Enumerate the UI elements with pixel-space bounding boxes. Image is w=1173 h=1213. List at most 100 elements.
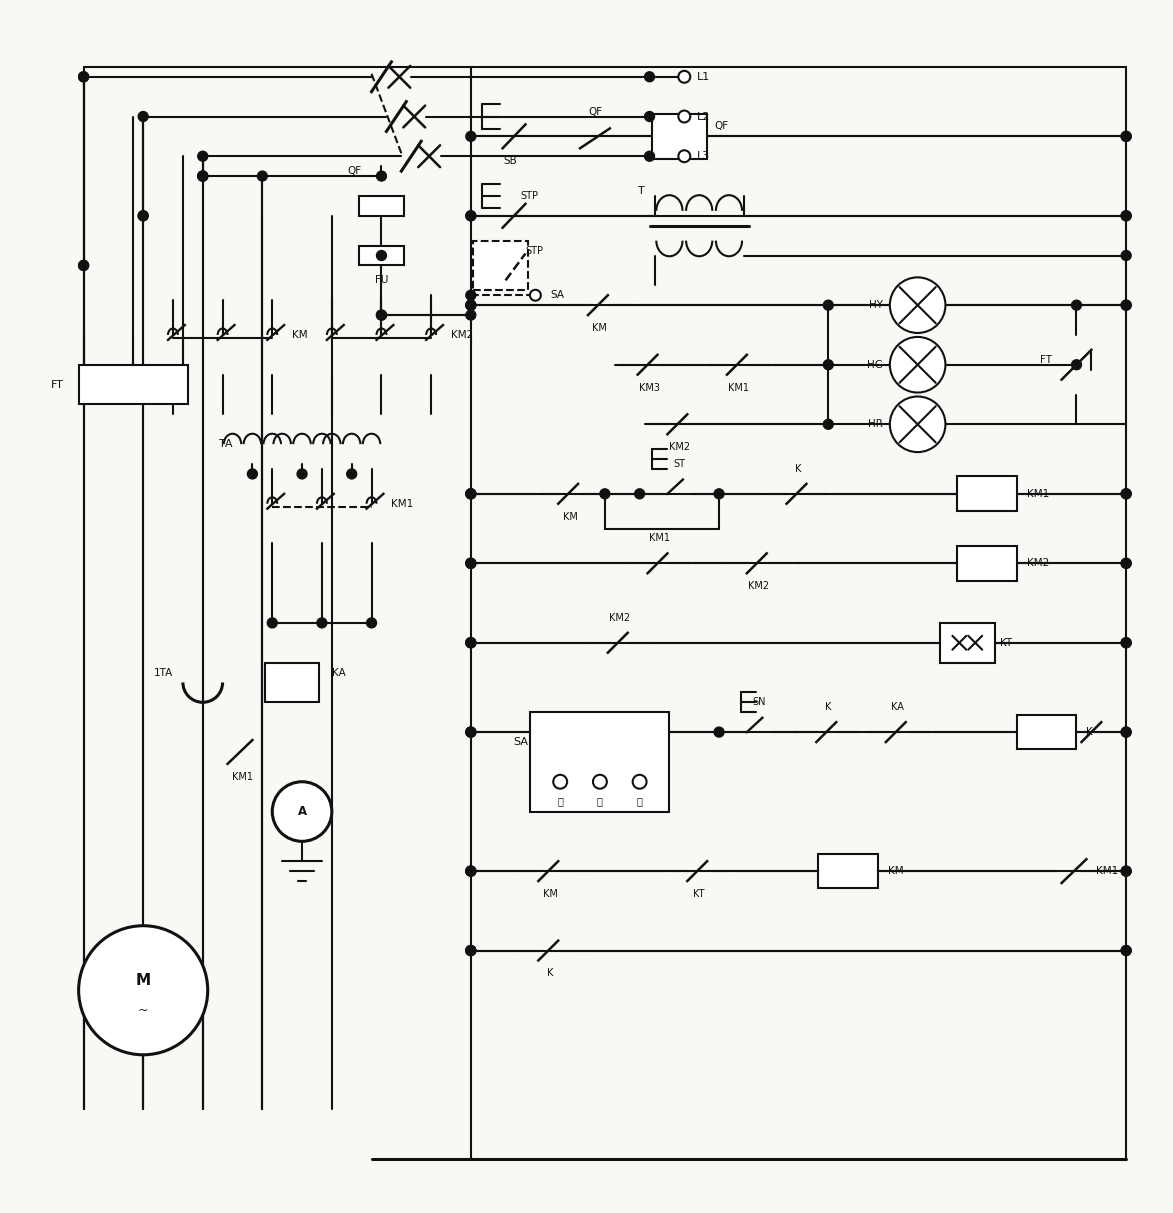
- Circle shape: [714, 489, 724, 499]
- Bar: [530, 712, 670, 811]
- Circle shape: [79, 926, 208, 1055]
- Circle shape: [554, 775, 567, 788]
- Circle shape: [645, 152, 655, 161]
- Text: KA: KA: [332, 667, 346, 678]
- Circle shape: [138, 211, 148, 221]
- Circle shape: [317, 617, 327, 628]
- Text: KM: KM: [292, 330, 307, 340]
- Circle shape: [297, 469, 307, 479]
- Circle shape: [1121, 866, 1131, 876]
- Bar: [79, 365, 188, 404]
- Text: KM1: KM1: [1097, 866, 1119, 876]
- Circle shape: [1121, 727, 1131, 738]
- Circle shape: [466, 638, 476, 648]
- Circle shape: [890, 337, 945, 393]
- Circle shape: [1121, 131, 1131, 142]
- Circle shape: [466, 131, 476, 142]
- Circle shape: [198, 152, 208, 161]
- Text: KM1: KM1: [649, 534, 670, 543]
- Text: KM2: KM2: [748, 581, 769, 591]
- Circle shape: [466, 558, 476, 568]
- Circle shape: [466, 489, 476, 499]
- Circle shape: [1121, 727, 1131, 738]
- Text: K: K: [825, 702, 832, 712]
- Text: KM3: KM3: [639, 382, 660, 393]
- Circle shape: [678, 110, 690, 123]
- Circle shape: [466, 211, 476, 221]
- Text: SA: SA: [550, 290, 564, 301]
- Circle shape: [466, 558, 476, 568]
- Circle shape: [466, 211, 476, 221]
- Circle shape: [890, 397, 945, 452]
- Text: SN: SN: [752, 697, 766, 707]
- Circle shape: [377, 311, 386, 320]
- Text: A: A: [298, 805, 306, 818]
- Text: KM: KM: [592, 323, 608, 334]
- Text: QF: QF: [347, 166, 361, 176]
- Text: SA: SA: [513, 738, 528, 747]
- Bar: [359, 197, 404, 216]
- Circle shape: [1121, 251, 1131, 261]
- Circle shape: [79, 261, 89, 270]
- Circle shape: [1121, 638, 1131, 648]
- Circle shape: [198, 171, 208, 181]
- Text: KM: KM: [543, 889, 557, 899]
- Circle shape: [466, 300, 476, 311]
- Circle shape: [466, 489, 476, 499]
- Text: KA: KA: [891, 702, 904, 712]
- Circle shape: [466, 946, 476, 956]
- Text: L2: L2: [697, 112, 711, 121]
- Circle shape: [714, 727, 724, 738]
- Circle shape: [248, 469, 257, 479]
- Circle shape: [1121, 489, 1131, 499]
- Circle shape: [466, 866, 476, 876]
- Bar: [1017, 714, 1077, 750]
- Circle shape: [1121, 946, 1131, 956]
- Text: KM2: KM2: [450, 330, 473, 340]
- Circle shape: [466, 727, 476, 738]
- Circle shape: [1121, 300, 1131, 311]
- Bar: [957, 546, 1017, 581]
- Circle shape: [377, 171, 386, 181]
- Text: KM: KM: [563, 512, 577, 522]
- Text: FU: FU: [375, 275, 388, 285]
- Circle shape: [198, 171, 208, 181]
- Circle shape: [1121, 638, 1131, 648]
- Text: TA: TA: [219, 439, 232, 449]
- Bar: [819, 854, 877, 888]
- Circle shape: [635, 489, 645, 499]
- Bar: [359, 245, 404, 266]
- Text: ~: ~: [138, 1003, 149, 1016]
- Circle shape: [79, 72, 89, 81]
- Circle shape: [466, 290, 476, 300]
- Circle shape: [466, 638, 476, 648]
- Circle shape: [678, 150, 690, 163]
- Bar: [957, 477, 1017, 511]
- Circle shape: [466, 638, 476, 648]
- Text: ST: ST: [673, 459, 685, 469]
- Circle shape: [466, 727, 476, 738]
- Circle shape: [367, 617, 377, 628]
- Text: HR: HR: [868, 420, 883, 429]
- Circle shape: [466, 866, 476, 876]
- Text: K: K: [547, 968, 554, 979]
- Circle shape: [466, 489, 476, 499]
- Text: STP: STP: [526, 245, 543, 256]
- Text: 1TA: 1TA: [154, 667, 172, 678]
- Circle shape: [1121, 946, 1131, 956]
- Circle shape: [1121, 211, 1131, 221]
- Text: HG: HG: [867, 360, 883, 370]
- Circle shape: [138, 112, 148, 121]
- Text: KM1: KM1: [232, 771, 253, 782]
- Text: KM2: KM2: [669, 443, 690, 452]
- Text: L1: L1: [697, 72, 711, 81]
- Circle shape: [1121, 866, 1131, 876]
- Circle shape: [1121, 558, 1131, 568]
- Text: 自: 自: [637, 797, 643, 807]
- Circle shape: [594, 775, 606, 788]
- Circle shape: [466, 946, 476, 956]
- Text: K: K: [795, 463, 801, 474]
- Circle shape: [678, 70, 690, 82]
- Circle shape: [272, 781, 332, 842]
- Text: M: M: [136, 973, 151, 987]
